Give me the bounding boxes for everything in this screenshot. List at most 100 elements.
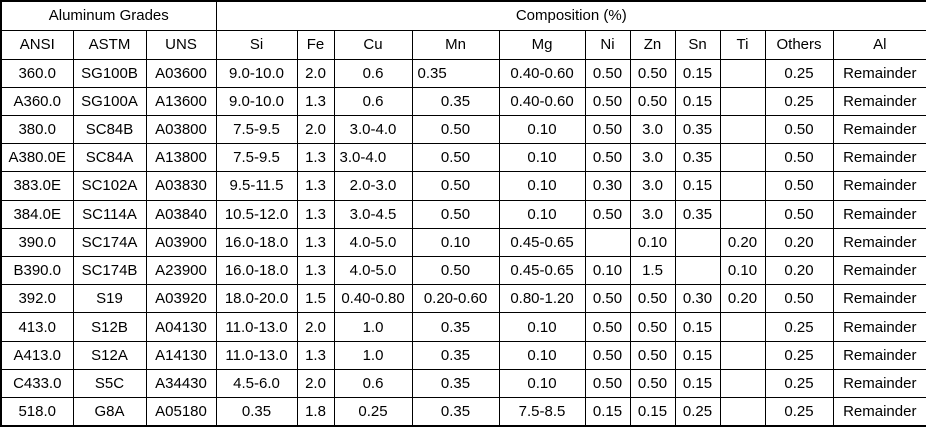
cell-zn: 3.0: [629, 114, 676, 145]
cell-sn: 0.25: [674, 397, 721, 427]
cell-ansi: B390.0: [0, 256, 74, 286]
cell-cu: 4.0-5.0: [333, 256, 413, 286]
cell-others: 0.20: [764, 256, 834, 286]
cell-si: 7.5-9.5: [215, 114, 298, 145]
cell-ansi: A413.0: [0, 340, 74, 370]
cell-mn: 0.50: [411, 199, 500, 229]
cell-ni: 0.50: [584, 284, 631, 314]
cell-zn: 0.15: [629, 397, 676, 427]
cell-uns: A05180: [145, 397, 217, 427]
cell-si: 10.5-12.0: [215, 199, 298, 229]
group-header-composition: Composition (%): [215, 0, 926, 31]
cell-si: 9.0-10.0: [215, 86, 298, 116]
cell-astm: SC114A: [72, 199, 147, 229]
cell-ni: 0.50: [584, 86, 631, 116]
cell-zn: 3.0: [629, 143, 676, 173]
cell-fe: 1.8: [296, 397, 335, 427]
cell-si: 16.0-18.0: [215, 227, 298, 258]
group-header-aluminum-grades: Aluminum Grades: [0, 0, 217, 31]
cell-others: 0.50: [764, 143, 834, 173]
cell-mn: 0.50: [411, 171, 500, 201]
cell-al: Remainder: [832, 199, 926, 229]
cell-fe: 1.3: [296, 86, 335, 116]
table-row: B390.0 SC174B A23900 16.0-18.0 1.3 4.0-5.0 0.5…: [0, 256, 926, 286]
cell-uns: A03900: [145, 227, 217, 258]
cell-mn: 0.10: [411, 227, 500, 258]
cell-si: 9.0-10.0: [215, 58, 298, 88]
cell-ni: 0.50: [584, 368, 631, 399]
cell-sn: 0.15: [674, 86, 721, 116]
cell-si: 11.0-13.0: [215, 312, 298, 342]
cell-astm: SC174B: [72, 256, 147, 286]
cell-mn: 0.50: [411, 114, 500, 145]
cell-fe: 2.0: [296, 114, 335, 145]
cell-sn: 0.15: [674, 58, 721, 88]
cell-ansi: 413.0: [0, 312, 74, 342]
cell-sn: 0.15: [674, 368, 721, 399]
column-header-fe: Fe: [296, 29, 335, 60]
cell-ti: 0.10: [719, 256, 766, 286]
cell-others: 0.25: [764, 368, 834, 399]
cell-astm: SC84A: [72, 143, 147, 173]
cell-zn: 0.50: [629, 86, 676, 116]
cell-mn: 0.35: [411, 58, 500, 88]
group-header-row: Aluminum Grades Composition (%): [0, 0, 926, 31]
cell-cu: 1.0: [333, 312, 413, 342]
cell-zn: 0.50: [629, 284, 676, 314]
column-header-ni: Ni: [584, 29, 631, 60]
cell-ti: 0.20: [719, 284, 766, 314]
cell-fe: 2.0: [296, 312, 335, 342]
cell-mg: 0.10: [498, 171, 586, 201]
cell-others: 0.50: [764, 199, 834, 229]
cell-ti: [719, 340, 766, 370]
cell-mg: 0.45-0.65: [498, 256, 586, 286]
cell-cu: 2.0-3.0: [333, 171, 413, 201]
cell-al: Remainder: [832, 368, 926, 399]
cell-mn: 0.35: [411, 397, 500, 427]
cell-ni: 0.50: [584, 199, 631, 229]
cell-ni: [584, 227, 631, 258]
cell-al: Remainder: [832, 312, 926, 342]
column-header-sn: Sn: [674, 29, 721, 60]
table-row: 384.0E SC114A A03840 10.5-12.0 1.3 3.0-4.5 0.5…: [0, 199, 926, 229]
cell-fe: 1.3: [296, 256, 335, 286]
cell-cu: 0.6: [333, 368, 413, 399]
cell-ti: [719, 397, 766, 427]
cell-cu: 0.6: [333, 86, 413, 116]
cell-astm: SC174A: [72, 227, 147, 258]
cell-uns: A34430: [145, 368, 217, 399]
cell-uns: A13800: [145, 143, 217, 173]
cell-si: 0.35: [215, 397, 298, 427]
cell-others: 0.25: [764, 312, 834, 342]
cell-mn: 0.35: [411, 86, 500, 116]
cell-ansi: C433.0: [0, 368, 74, 399]
cell-mg: 7.5-8.5: [498, 397, 586, 427]
column-header-others: Others: [764, 29, 834, 60]
cell-ti: [719, 171, 766, 201]
cell-al: Remainder: [832, 58, 926, 88]
cell-sn: [674, 256, 721, 286]
cell-ansi: 383.0E: [0, 171, 74, 201]
cell-sn: 0.35: [674, 199, 721, 229]
cell-astm: SG100A: [72, 86, 147, 116]
cell-others: 0.25: [764, 340, 834, 370]
table-row: 518.0 G8A A05180 0.35 1.8 0.25 0.35 7.5-8.5 0.15…: [0, 397, 926, 427]
cell-si: 11.0-13.0: [215, 340, 298, 370]
cell-astm: SC84B: [72, 114, 147, 145]
cell-uns: A03800: [145, 114, 217, 145]
cell-si: 16.0-18.0: [215, 256, 298, 286]
table-row: A360.0 SG100A A13600 9.0-10.0 1.3 0.6 0.35 0.40…: [0, 86, 926, 116]
cell-si: 7.5-9.5: [215, 143, 298, 173]
cell-ti: [719, 143, 766, 173]
cell-ti: [719, 199, 766, 229]
table-row: 380.0 SC84B A03800 7.5-9.5 2.0 3.0-4.0 0.50 0.1…: [0, 114, 926, 145]
cell-uns: A14130: [145, 340, 217, 370]
cell-fe: 1.5: [296, 284, 335, 314]
cell-si: 18.0-20.0: [215, 284, 298, 314]
cell-others: 0.25: [764, 397, 834, 427]
column-header-si: Si: [215, 29, 298, 60]
cell-cu: 0.40-0.80: [333, 284, 413, 314]
cell-mn: 0.50: [411, 143, 500, 173]
